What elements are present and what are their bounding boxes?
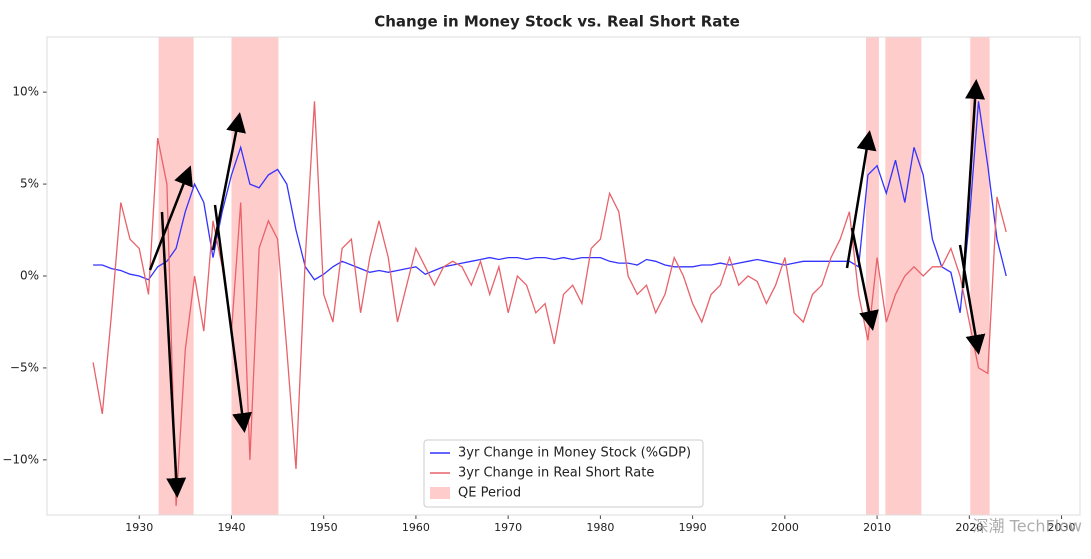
x-tick-label: 1970 [494,521,522,534]
y-tick-label: 0% [20,269,39,283]
x-tick-label: 1980 [586,521,614,534]
x-tick-label: 1960 [402,521,430,534]
qe-span [231,37,279,515]
arrow [961,79,986,289]
x-tick-label: 1930 [125,521,153,534]
legend-label: QE Period [458,486,521,501]
plot-frame [46,36,1081,516]
series-line [92,101,1007,506]
y-tick-label: 5% [20,177,39,191]
legend-box [423,439,704,508]
arrow [213,204,252,433]
arrow [958,244,986,355]
legend: 3yr Change in Money Stock (%GDP) 3yr Chan… [423,439,704,508]
x-tick-label: 2020 [955,521,983,534]
chart-title: Change in Money Stock vs. Real Short Rat… [374,13,740,31]
y-tick-label: −5% [10,360,39,374]
y-tick-label: 10% [12,85,39,99]
arrow [148,165,193,271]
x-tick-label: 1990 [679,521,707,534]
plot-area: −10% −5% 0% 5% 10% 1930 1940 1950 1960 1970 1980 19… [2,37,1076,534]
legend-label: 3yr Change in Money Stock (%GDP) [458,446,691,461]
x-tick-label: 1940 [217,521,245,534]
qe-span [158,37,194,515]
qe-span [885,37,922,515]
legend-swatch [430,487,450,499]
x-tick-label: 2000 [771,521,799,534]
arrow [845,130,877,269]
arrow [160,211,187,498]
qe-span [866,37,879,515]
qe-span [970,37,990,515]
arrow [850,227,879,331]
arrows [148,79,986,498]
watermark: 深潮 TechFlow [973,517,1082,536]
x-tick-label: 2030 [1048,521,1076,534]
x-tick-label: 1950 [310,521,338,534]
x-tick-label: 2010 [863,521,891,534]
y-tick-label: −10% [2,452,39,466]
series-line [93,101,1007,313]
legend-label: 3yr Change in Real Short Rate [458,466,654,481]
